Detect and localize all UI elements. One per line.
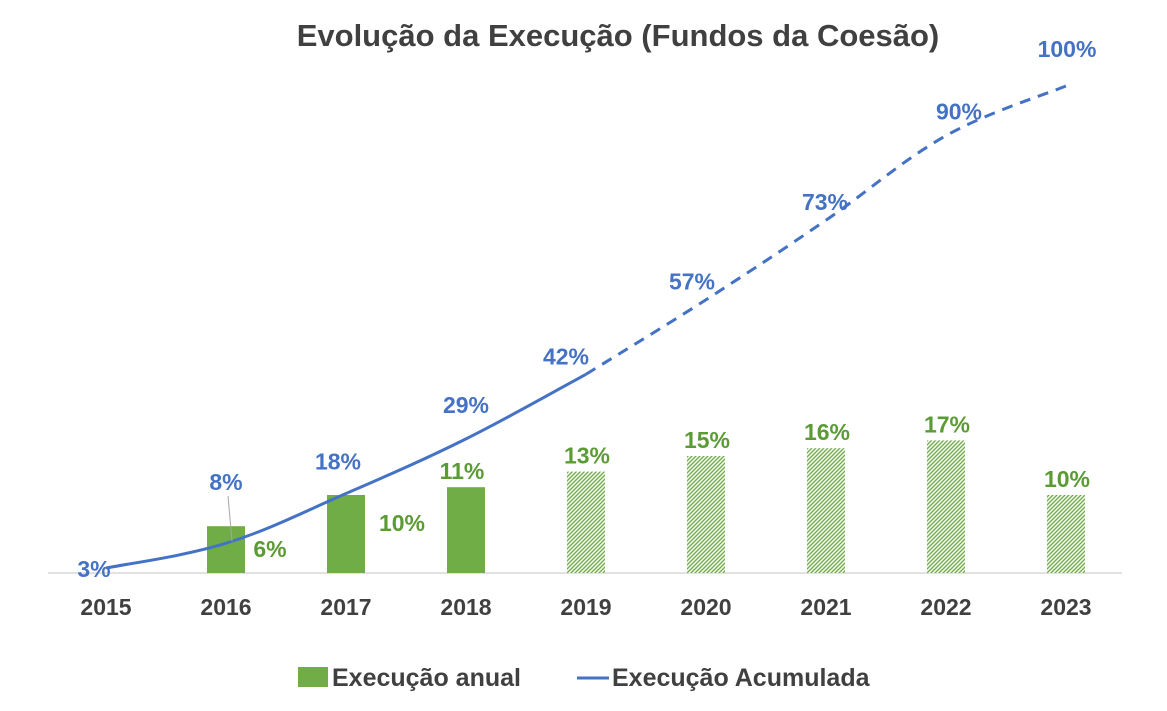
bar-label-2018: 11% — [440, 458, 485, 484]
bar-2021 — [807, 448, 845, 573]
bar-label-2017: 10% — [379, 510, 425, 536]
plot-area: 6% 10% 11% 13% 15% 16% 17% 10% 3% 8% 18% 29% 42% 57% 7… — [48, 36, 1122, 620]
line-label-2016: 8% — [209, 469, 242, 495]
bar-label-2019: 13% — [564, 443, 610, 469]
line-label-2020: 57% — [669, 269, 715, 295]
line-projected — [585, 84, 1067, 376]
line-label-2017: 18% — [315, 449, 361, 475]
x-tick-2017: 2017 — [320, 594, 371, 620]
bar-label-2023: 10% — [1044, 466, 1090, 492]
bar-label-2016: 6% — [253, 536, 286, 562]
legend: Execução anual Execução Acumulada — [298, 664, 871, 692]
legend-swatch-bar — [298, 667, 328, 687]
x-tick-2016: 2016 — [200, 594, 251, 620]
x-tick-2022: 2022 — [920, 594, 971, 620]
line-label-2023: 100% — [1038, 36, 1097, 62]
x-tick-2019: 2019 — [560, 594, 611, 620]
bar-label-2021: 16% — [804, 419, 850, 445]
bar-2022 — [927, 440, 965, 573]
chart-title: Evolução da Execução (Fundos da Coesão) — [297, 18, 940, 53]
x-tick-2023: 2023 — [1040, 594, 1091, 620]
line-label-2015: 3% — [77, 556, 110, 582]
x-tick-2020: 2020 — [680, 594, 731, 620]
line-label-2019: 42% — [543, 343, 589, 369]
line-label-2018: 29% — [443, 392, 489, 418]
line-label-2021: 73% — [802, 189, 848, 215]
line-actual — [105, 372, 587, 570]
bar-2017 — [327, 495, 365, 573]
leader-line-2016 — [227, 495, 233, 542]
x-tick-2015: 2015 — [80, 594, 131, 620]
bar-label-2022: 17% — [924, 411, 970, 437]
legend-label-line: Execução Acumulada — [612, 664, 871, 692]
bar-2019 — [567, 471, 605, 573]
bar-2023 — [1047, 495, 1085, 573]
line-label-2022: 90% — [936, 99, 982, 125]
x-tick-2018: 2018 — [440, 594, 491, 620]
bar-label-2020: 15% — [684, 427, 730, 453]
bar-2020 — [687, 456, 725, 573]
bar-2018 — [447, 487, 485, 573]
x-tick-2021: 2021 — [800, 594, 851, 620]
bar-2016 — [207, 526, 245, 573]
legend-label-bar: Execução anual — [332, 664, 521, 692]
